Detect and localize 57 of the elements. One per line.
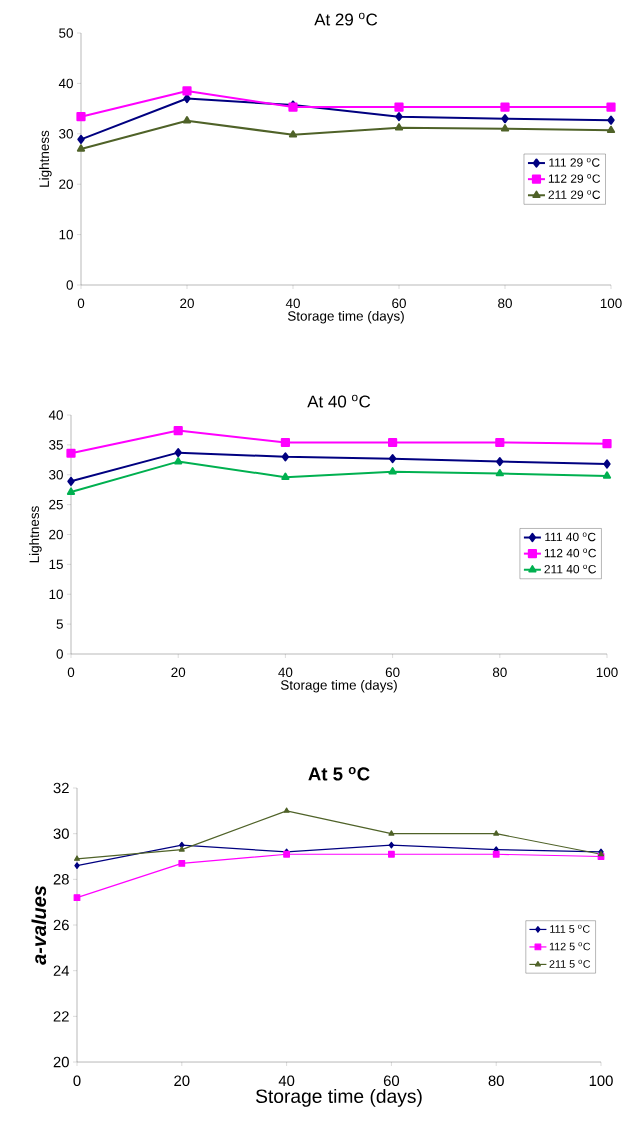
x-tick-label: 80 bbox=[492, 667, 507, 678]
y-tick-label: 40 bbox=[48, 410, 63, 420]
y-tick-label: 30 bbox=[59, 129, 73, 139]
x-tick-label: 80 bbox=[488, 1075, 504, 1087]
legend-label: 111 29 $^{o}$C bbox=[549, 158, 600, 167]
x-tick-label: 100 bbox=[589, 1075, 613, 1087]
y-tick-label: 0 bbox=[56, 649, 63, 659]
legend-label: 111 5 $^{o}$C bbox=[550, 924, 590, 933]
y-tick-label: 20 bbox=[53, 1056, 69, 1068]
x-tick-label: 60 bbox=[385, 667, 400, 678]
y-tick-label: 10 bbox=[59, 229, 73, 240]
legend-label: 112 29 $^{o}$C bbox=[548, 174, 601, 183]
y-tick-label: 20 bbox=[49, 529, 63, 540]
chart-title: At 40 $^{o}$C bbox=[307, 394, 371, 408]
y-tick-label: 26 bbox=[53, 919, 69, 931]
y-tick-label: 10 bbox=[49, 589, 63, 600]
y-tick-label: 15 bbox=[49, 559, 63, 570]
y-tick-label: 30 bbox=[49, 470, 63, 480]
x-tick-label: 20 bbox=[171, 667, 186, 678]
y-axis-title: a-values bbox=[31, 885, 47, 965]
x-tick-label: 20 bbox=[174, 1075, 190, 1087]
x-tick-label: 60 bbox=[383, 1075, 400, 1087]
y-tick-label: 0 bbox=[66, 280, 73, 290]
x-axis-title: Storage time (days) bbox=[287, 310, 404, 324]
x-tick-label: 40 bbox=[278, 667, 293, 678]
legend-label: 112 5 $^{o}$C bbox=[549, 942, 591, 951]
x-axis-title: Storage time (days) bbox=[280, 679, 397, 693]
y-tick-label: 22 bbox=[53, 1011, 69, 1022]
y-tick-label: 35 bbox=[49, 440, 63, 450]
legend-label: 211 29 $^{o}$C bbox=[548, 190, 601, 199]
x-tick-label: 0 bbox=[77, 298, 85, 309]
x-tick-label: 100 bbox=[596, 667, 618, 678]
legend-label: 211 5 $^{o}$C bbox=[549, 959, 591, 968]
y-tick-label: 30 bbox=[53, 828, 69, 839]
x-tick-label: 40 bbox=[278, 1075, 295, 1087]
legend-label: 111 40 $^{o}$C bbox=[545, 532, 596, 542]
chart-title: At 5 $^{o}$C bbox=[308, 767, 370, 781]
x-tick-label: 20 bbox=[180, 298, 194, 309]
y-tick-label: 25 bbox=[49, 499, 63, 510]
y-tick-label: 50 bbox=[59, 28, 73, 38]
x-axis-title: Storage time (days) bbox=[255, 1088, 422, 1107]
x-tick-label: 0 bbox=[73, 1075, 81, 1087]
x-tick-label: 60 bbox=[392, 298, 406, 309]
y-axis-title: Lightness bbox=[29, 506, 42, 563]
y-tick-label: 32 bbox=[53, 782, 69, 794]
x-tick-label: 100 bbox=[600, 298, 622, 309]
legend-label: 112 40 $^{o}$C bbox=[544, 548, 597, 558]
y-tick-label: 5 bbox=[56, 619, 63, 629]
x-tick-label: 40 bbox=[285, 298, 300, 309]
y-tick-label: 20 bbox=[59, 179, 73, 189]
y-tick-label: 28 bbox=[53, 874, 69, 885]
chart-title: At 29 $^{o}$C bbox=[314, 12, 378, 26]
legend-label: 211 40 $^{o}$C bbox=[544, 564, 597, 574]
x-tick-label: 80 bbox=[498, 298, 512, 309]
y-tick-label: 24 bbox=[53, 965, 70, 976]
y-tick-label: 40 bbox=[58, 78, 73, 89]
y-axis-title: Lightness bbox=[39, 130, 52, 187]
